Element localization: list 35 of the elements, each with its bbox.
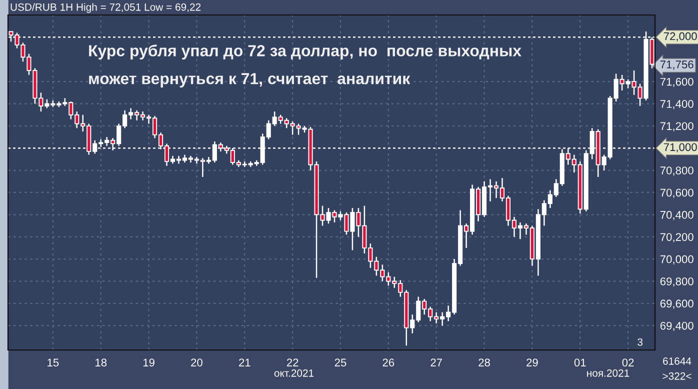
- x-tick-label: 19: [143, 358, 154, 366]
- y-tick-label: 69,800: [660, 277, 694, 287]
- y-tick-label: 70,800: [660, 166, 694, 176]
- y-tick-label: 70,000: [660, 255, 694, 264]
- chart-title: USD/RUB 1H High = 72,051 Low = 69,22: [10, 3, 201, 13]
- y-tick-label: 69,400: [660, 322, 694, 332]
- ref-line-label: 71,000: [664, 143, 697, 152]
- x-tick-label: 18: [96, 358, 107, 366]
- y-tick-label: 70,400: [660, 210, 694, 220]
- y-tick-label: 71,600: [660, 78, 694, 88]
- text: >322<: [662, 372, 692, 380]
- x-tick-label: 15: [48, 358, 59, 366]
- annotation: 3: [638, 338, 643, 346]
- text: 61644: [663, 357, 692, 365]
- x-tick-label: 01: [574, 358, 586, 366]
- y-tick-label: 71,200: [660, 122, 694, 132]
- y-tick-label: 70,200: [660, 233, 694, 242]
- y-tick-label: 71,400: [660, 100, 694, 110]
- annotation: может вернуться к 71, считает аналитик: [89, 73, 410, 88]
- text: окт.2021: [274, 369, 314, 377]
- annotation: Курс рубля упал до 72 за доллар, но после выходных: [89, 44, 522, 60]
- text: ноя.2021: [587, 369, 630, 377]
- ref-line-label: 72,000: [664, 32, 697, 42]
- x-tick-label: 20: [191, 358, 202, 366]
- x-tick-label: 29: [526, 358, 538, 366]
- y-tick-label: 70,600: [660, 188, 694, 198]
- y-tick-label: 69,600: [660, 300, 694, 309]
- y-tick-label: 71,756: [660, 60, 694, 70]
- x-tick-label: 25: [334, 358, 346, 366]
- x-tick-label: 02: [622, 358, 634, 366]
- x-tick-label: 26: [382, 358, 394, 366]
- x-tick-label: 22: [286, 358, 298, 366]
- x-tick-label: 21: [239, 358, 250, 366]
- x-tick-label: 27: [430, 358, 442, 366]
- x-tick-label: 28: [478, 358, 490, 366]
